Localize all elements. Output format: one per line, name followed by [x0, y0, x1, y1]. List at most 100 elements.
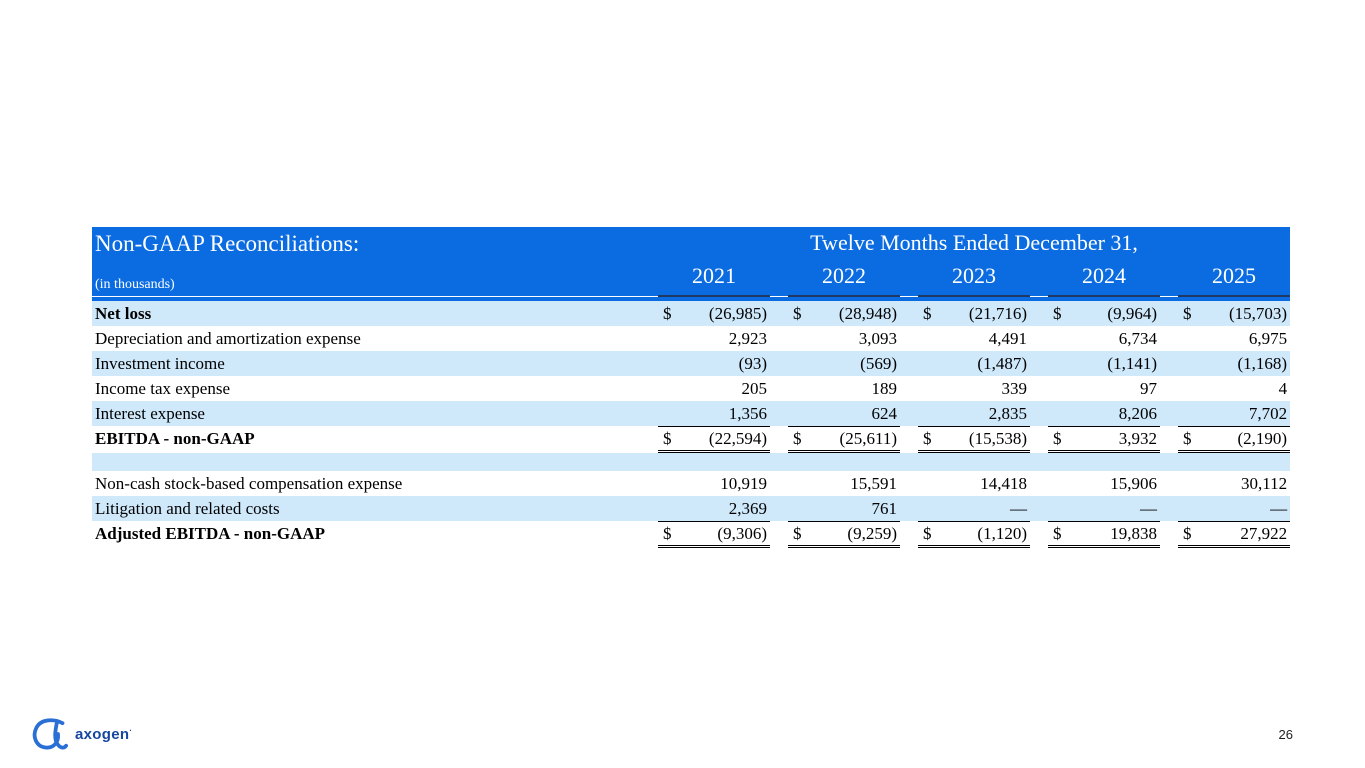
- cell-value: (569): [860, 354, 897, 373]
- header-title-row: Non-GAAP Reconciliations: Twelve Months …: [92, 227, 1291, 259]
- dollar-sign: [788, 326, 818, 351]
- dollar-sign: [1178, 351, 1208, 376]
- cell-value: 4: [1278, 379, 1288, 398]
- column-gap: [1160, 351, 1178, 376]
- cell-value: 30,112: [1240, 474, 1288, 493]
- cell-value: 6,975: [1248, 329, 1288, 348]
- cell-value: 8,206: [1118, 403, 1157, 423]
- cell-value: (9,964): [1107, 304, 1157, 323]
- column-gap: [900, 301, 918, 326]
- cell-value: (2,190): [1208, 425, 1291, 453]
- dollar-sign: [1048, 496, 1078, 521]
- cell-value: 1,356: [728, 403, 767, 423]
- dollar-sign: $: [788, 425, 818, 453]
- dollar-sign: [1178, 376, 1208, 401]
- table-body: Net loss $ (26,985) $ (28,948) $ (21,716) $ (9,9…: [92, 301, 1291, 548]
- cell-value: 15,591: [850, 474, 897, 493]
- dollar-sign: [1048, 471, 1078, 496]
- column-gap: [1160, 521, 1178, 546]
- dollar-sign: $: [658, 425, 688, 453]
- cell-value: (26,985): [708, 304, 767, 323]
- dollar-sign: $: [918, 520, 948, 548]
- cell-value: (25,611): [818, 425, 900, 453]
- cell-value: 19,838: [1078, 520, 1160, 548]
- period-header: Twelve Months Ended December 31,: [658, 227, 1291, 259]
- column-gap: [770, 326, 788, 351]
- column-gap: [770, 496, 788, 521]
- row-label: Investment income: [95, 354, 225, 373]
- header-years-row: (in thousands) 2021 2022 2023 2024 2025: [92, 259, 1291, 297]
- row-label: Interest expense: [95, 404, 205, 423]
- dollar-sign: [918, 401, 948, 426]
- dollar-sign: [1178, 401, 1208, 426]
- cell-value: (1,487): [977, 354, 1027, 373]
- axogen-logo: axogen·: [30, 716, 132, 752]
- dollar-sign: $: [1048, 425, 1078, 453]
- column-gap: [1030, 326, 1048, 351]
- dollar-sign: [918, 496, 948, 521]
- row-label: Net loss: [95, 304, 152, 323]
- table-row: Adjusted EBITDA - non-GAAP $ (9,306) $ (9,25…: [92, 520, 1291, 548]
- spacer-row: [92, 451, 1291, 471]
- row-label: Litigation and related costs: [95, 499, 280, 518]
- table-row: Depreciation and amortization expense 2,9…: [92, 326, 1291, 351]
- column-gap: [770, 521, 788, 546]
- column-gap: [1030, 426, 1048, 451]
- financial-table: Non-GAAP Reconciliations: Twelve Months …: [92, 227, 1291, 548]
- header-bottom-strip: [92, 296, 1291, 301]
- cell-value: (15,538): [948, 425, 1030, 453]
- cell-value: 761: [871, 498, 898, 518]
- column-gap: [1160, 301, 1178, 326]
- dollar-sign: [1048, 326, 1078, 351]
- column-gap: [770, 401, 788, 426]
- column-gap: [1030, 376, 1048, 401]
- table-header: Non-GAAP Reconciliations: Twelve Months …: [92, 227, 1291, 301]
- dollar-sign: [658, 351, 688, 376]
- dollar-sign: $: [663, 304, 672, 323]
- column-gap: [900, 471, 918, 496]
- dollar-sign: [1178, 326, 1208, 351]
- dollar-sign: [918, 376, 948, 401]
- page-number: 26: [1278, 727, 1293, 742]
- axogen-logo-icon: [32, 718, 68, 750]
- column-gap: [1160, 259, 1178, 296]
- dollar-sign: [658, 471, 688, 496]
- table-row: Interest expense 1,356 624 2,835 8,206 7,702: [92, 401, 1291, 426]
- column-gap: [1030, 259, 1048, 296]
- cell-value: 7,702: [1248, 403, 1288, 423]
- column-gap: [770, 376, 788, 401]
- column-gap: [900, 521, 918, 546]
- dollar-sign: $: [1053, 304, 1062, 323]
- header-filler: [92, 296, 1291, 301]
- table-row: Investment income (93) (569) (1,487) (1,141)…: [92, 351, 1291, 376]
- table-row: Non-cash stock-based compensation expens…: [92, 471, 1291, 496]
- dollar-sign: $: [918, 425, 948, 453]
- column-gap: [1160, 376, 1178, 401]
- row-label: Depreciation and amortization expense: [95, 329, 361, 348]
- non-gaap-reconciliation-table: Non-GAAP Reconciliations: Twelve Months …: [92, 227, 1291, 548]
- dollar-sign: [1048, 376, 1078, 401]
- column-gap: [900, 259, 918, 296]
- dollar-sign: [658, 376, 688, 401]
- table-title: Non-GAAP Reconciliations:: [92, 227, 658, 259]
- column-gap: [1030, 401, 1048, 426]
- column-gap: [1160, 471, 1178, 496]
- cell-value: 2,369: [728, 498, 767, 518]
- column-gap: [1160, 426, 1178, 451]
- column-gap: [1030, 496, 1048, 521]
- table-row: Income tax expense 205 189 339 97 4: [92, 376, 1291, 401]
- cell-value: 27,922: [1208, 520, 1291, 548]
- cell-value: (1,141): [1107, 354, 1157, 373]
- cell-value: 205: [741, 379, 768, 398]
- column-gap: [900, 426, 918, 451]
- cell-value: 10,919: [720, 474, 767, 493]
- dollar-sign: $: [788, 520, 818, 548]
- row-label: Adjusted EBITDA - non-GAAP: [95, 524, 326, 543]
- column-gap: [770, 351, 788, 376]
- cell-value: (1,168): [1237, 354, 1288, 373]
- table-row: Litigation and related costs 2,369 761 — — —: [92, 496, 1291, 521]
- cell-value: 189: [871, 379, 898, 398]
- column-gap: [1160, 326, 1178, 351]
- year-column-2023: 2023: [918, 259, 1030, 297]
- dollar-sign: [658, 326, 688, 351]
